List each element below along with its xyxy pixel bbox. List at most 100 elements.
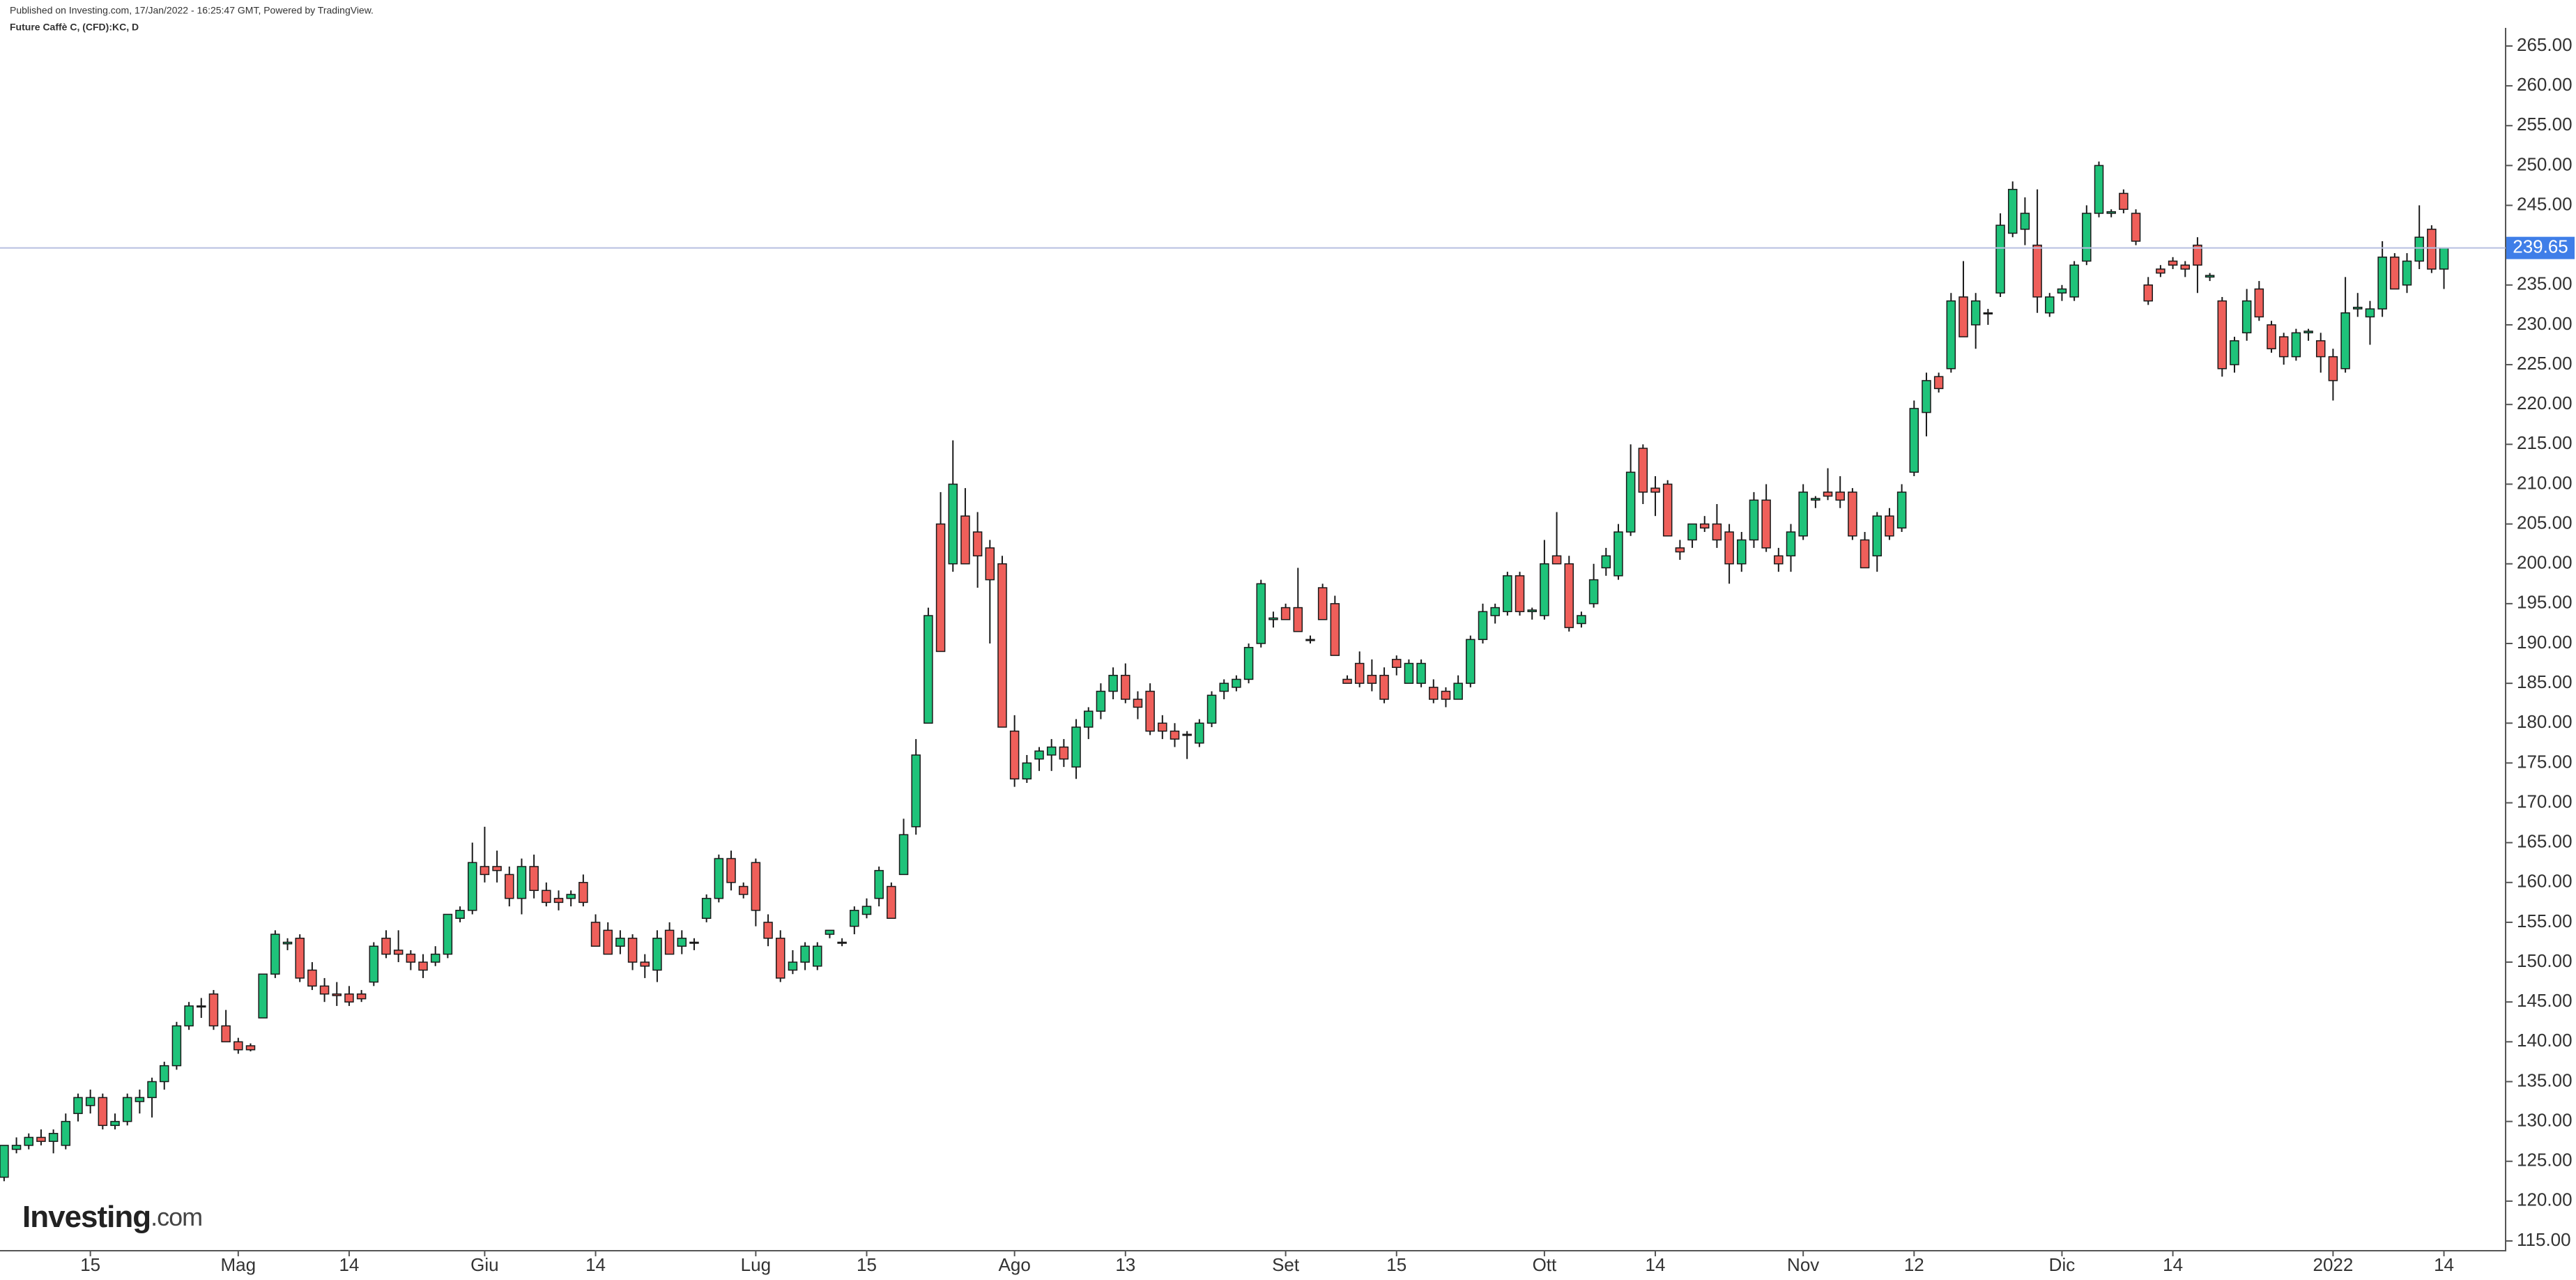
x-tick-label: Giu: [470, 1254, 498, 1275]
candle-body: [1034, 750, 1044, 760]
y-tick-label: 225.00: [2517, 353, 2573, 374]
candle-body: [1699, 523, 1710, 529]
candle-body: [492, 866, 502, 871]
x-tick-label: Set: [1272, 1254, 1300, 1275]
candle-body: [319, 985, 330, 995]
candle-body: [566, 894, 576, 899]
candle-body: [1429, 687, 1439, 700]
candle-body: [800, 945, 810, 963]
candle-body: [1453, 683, 1463, 700]
y-tick-label: 155.00: [2517, 911, 2573, 931]
watermark-brand: Investing: [22, 1200, 151, 1234]
candle-body: [1367, 674, 1377, 684]
y-tick-label: 250.00: [2517, 153, 2573, 174]
candle-body: [1268, 617, 1278, 620]
y-tick-label: 145.00: [2517, 990, 2573, 1011]
candle-body: [763, 922, 773, 939]
candle-body: [2303, 330, 2313, 334]
candle-body: [2254, 288, 2264, 318]
x-tick-label: 14: [585, 1254, 606, 1275]
candle-body: [1687, 523, 1697, 541]
candle-body: [1811, 498, 1820, 501]
candle-body: [2439, 247, 2449, 270]
candle-body: [2007, 188, 2018, 234]
candle-body: [1466, 639, 1475, 684]
y-tick-label: 210.00: [2517, 472, 2573, 493]
chart-title: Future Caffè C, (CFD):KC, D: [10, 22, 139, 33]
candle-body: [1823, 492, 1833, 497]
candle-body: [61, 1120, 71, 1146]
candle-body: [1071, 726, 1081, 768]
candle-body: [480, 866, 490, 876]
candle-body: [861, 906, 872, 915]
y-tick-label: 175.00: [2517, 751, 2573, 772]
candle-body: [664, 929, 675, 955]
candle-body: [516, 866, 527, 899]
candle-body: [1083, 710, 1094, 728]
candle-body: [344, 993, 354, 1003]
candle-body: [393, 950, 404, 955]
x-tick-label: Ott: [1533, 1254, 1557, 1275]
candle-body: [2069, 264, 2079, 298]
candle-body: [73, 1097, 83, 1114]
y-tick-label: 235.00: [2517, 273, 2573, 294]
candle-body: [1391, 659, 1402, 669]
candle-body: [627, 938, 638, 963]
y-tick-label: 230.00: [2517, 313, 2573, 334]
candle-body: [332, 993, 342, 996]
y-tick-label: 150.00: [2517, 950, 2573, 971]
candle-body: [1096, 690, 1106, 712]
candle-body: [369, 945, 379, 983]
candle-body: [1958, 296, 1968, 337]
y-tick-label: 255.00: [2517, 114, 2573, 135]
candle-body: [1896, 492, 1907, 529]
candle-body: [2156, 268, 2165, 274]
candle-body: [701, 897, 712, 919]
x-tick-label: Lug: [741, 1254, 771, 1275]
candle-body: [1662, 483, 1673, 537]
candle-body: [1243, 646, 1254, 680]
candle-body: [1219, 683, 1229, 692]
last-price-label: 239.65: [2513, 236, 2568, 257]
candle-body: [505, 874, 514, 899]
x-tick-label: 14: [1646, 1254, 1666, 1275]
candle-body: [738, 885, 749, 895]
candle-body: [1909, 408, 1919, 473]
candle-body: [1108, 674, 1118, 692]
candle-body: [2020, 213, 2030, 230]
y-tick-label: 135.00: [2517, 1069, 2573, 1090]
candle-body: [455, 910, 465, 919]
candle-body: [1158, 722, 1167, 732]
candle-body: [2168, 260, 2178, 266]
x-tick-label: 14: [339, 1254, 359, 1275]
candle-body: [1317, 587, 1328, 620]
candle-body: [1379, 674, 1389, 700]
candle-body: [159, 1065, 169, 1083]
candle-body: [1182, 733, 1192, 736]
header: Published on Investing.com, 17/Jan/2022 …: [10, 5, 374, 16]
candle-body: [307, 969, 317, 987]
y-tick-label: 265.00: [2517, 34, 2573, 55]
candle-body: [282, 941, 293, 945]
candle-body: [615, 938, 625, 947]
y-tick-label: 165.00: [2517, 831, 2573, 852]
candle-body: [2094, 165, 2104, 214]
candle-body: [2106, 211, 2116, 214]
candle-body: [1922, 380, 1931, 413]
candle-body: [923, 615, 933, 724]
y-tick-label: 260.00: [2517, 74, 2573, 95]
y-tick-label: 185.00: [2517, 671, 2573, 692]
candle-body: [2241, 300, 2252, 334]
candle-body: [850, 910, 859, 927]
candle-body: [911, 754, 921, 828]
candle-body: [1872, 515, 1883, 557]
candle-body: [2230, 340, 2239, 365]
candle-body: [443, 913, 453, 955]
candle-body: [640, 961, 650, 967]
candle-body: [1342, 678, 1352, 684]
candle-body: [825, 929, 835, 935]
candle-body: [1330, 603, 1340, 656]
y-tick-label: 220.00: [2517, 393, 2573, 413]
candle-body: [1195, 722, 1204, 744]
candle-body: [1835, 492, 1845, 501]
